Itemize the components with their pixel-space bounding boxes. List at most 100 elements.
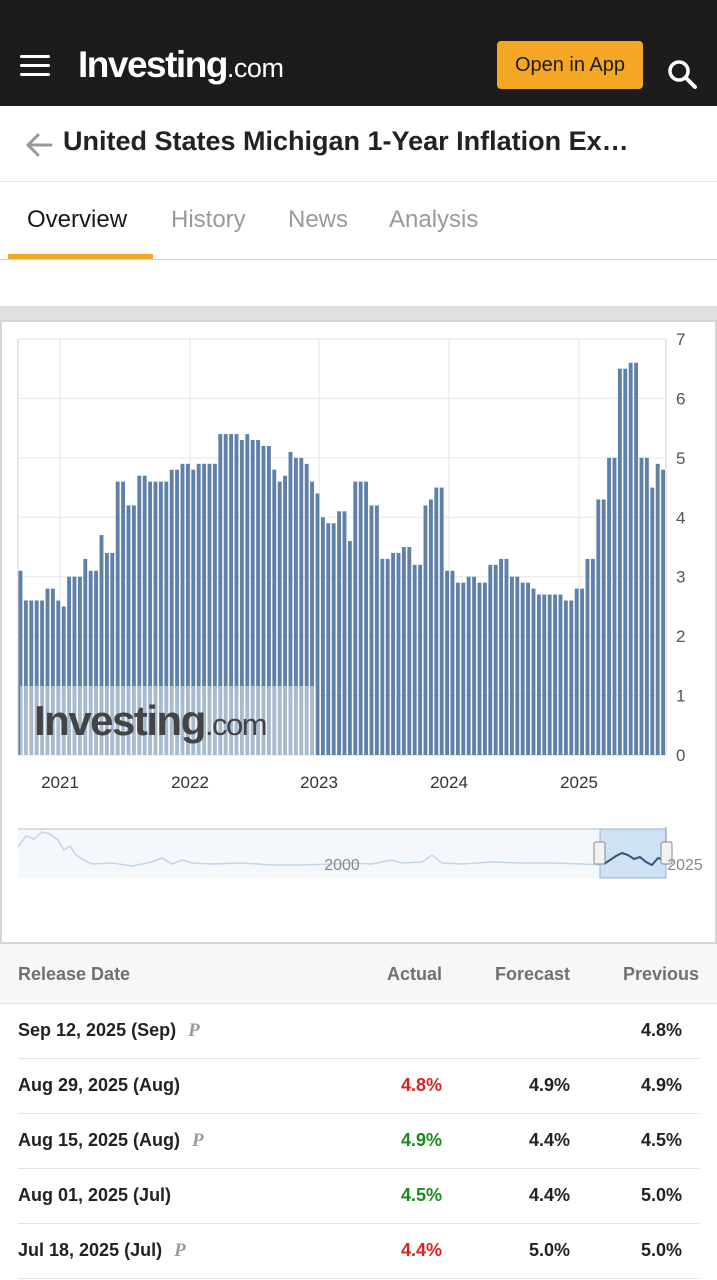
navigator-background[interactable] — [18, 829, 666, 878]
chart-bar[interactable] — [320, 517, 325, 755]
chart-bar[interactable] — [223, 434, 228, 755]
chart-bar[interactable] — [461, 582, 466, 755]
chart-bar[interactable] — [45, 588, 50, 755]
hamburger-menu-icon[interactable] — [20, 55, 50, 77]
chart-bar[interactable] — [499, 558, 504, 755]
chart-bar[interactable] — [29, 600, 34, 755]
chart-bar[interactable] — [585, 558, 590, 755]
table-row[interactable]: Aug 01, 2025 (Jul) 4.5% 4.4% 5.0% — [18, 1169, 699, 1224]
chart-bar[interactable] — [293, 457, 298, 755]
search-icon[interactable] — [666, 58, 698, 90]
table-row[interactable]: Sep 12, 2025 (Sep) P 4.8% — [18, 1004, 699, 1059]
navigator-left-handle[interactable] — [593, 841, 606, 865]
chart-bar[interactable] — [207, 463, 212, 755]
chart-bar[interactable] — [639, 457, 644, 755]
chart-bar[interactable] — [196, 463, 201, 755]
chart-bar[interactable] — [261, 445, 266, 755]
chart-bar[interactable] — [180, 463, 185, 755]
chart-bar[interactable] — [385, 558, 390, 755]
chart-bar[interactable] — [423, 505, 428, 755]
chart-bar[interactable] — [239, 440, 244, 755]
chart-bar[interactable] — [72, 576, 77, 755]
chart-bar[interactable] — [99, 535, 104, 755]
table-row[interactable]: Jul 18, 2025 (Jul) P 4.4% 5.0% 5.0% — [18, 1224, 699, 1279]
chart-bar[interactable] — [515, 576, 520, 755]
chart-bar[interactable] — [185, 463, 190, 755]
chart-bar[interactable] — [315, 493, 320, 755]
chart-bar[interactable] — [612, 457, 617, 755]
chart-bar[interactable] — [83, 558, 88, 755]
tab-overview[interactable]: Overview — [27, 206, 128, 233]
chart-bar[interactable] — [358, 481, 363, 755]
chart-bar[interactable] — [337, 511, 342, 755]
chart-bar[interactable] — [283, 475, 288, 755]
chart-bar[interactable] — [374, 505, 379, 755]
chart-bar[interactable] — [18, 570, 23, 755]
chart-bar[interactable] — [266, 445, 271, 755]
chart-bar[interactable] — [67, 576, 72, 755]
chart-bar[interactable] — [418, 564, 423, 755]
chart-bar[interactable] — [88, 570, 93, 755]
chart-bar[interactable] — [126, 505, 131, 755]
chart-bar[interactable] — [477, 582, 482, 755]
chart-bar[interactable] — [428, 499, 433, 755]
chart-bar[interactable] — [547, 594, 552, 755]
chart-bar[interactable] — [531, 588, 536, 755]
chart-bar[interactable] — [77, 576, 82, 755]
chart-bar[interactable] — [412, 564, 417, 755]
chart-bar[interactable] — [23, 600, 28, 755]
chart-bar[interactable] — [50, 588, 55, 755]
chart-bar[interactable] — [272, 469, 277, 755]
chart-bar[interactable] — [131, 505, 136, 755]
chart-bar[interactable] — [542, 594, 547, 755]
chart-bar[interactable] — [574, 588, 579, 755]
chart-bar[interactable] — [304, 463, 309, 755]
chart-bar[interactable] — [644, 457, 649, 755]
chart-bar[interactable] — [61, 606, 66, 755]
chart-bar[interactable] — [342, 511, 347, 755]
chart-bar[interactable] — [450, 570, 455, 755]
tab-history[interactable]: History — [171, 206, 246, 233]
tab-news[interactable]: News — [288, 206, 349, 233]
chart-bar[interactable] — [580, 588, 585, 755]
chart-bar[interactable] — [434, 487, 439, 755]
chart-bar[interactable] — [347, 541, 352, 755]
chart-bar[interactable] — [396, 552, 401, 755]
chart-bar[interactable] — [493, 564, 498, 755]
chart-bar[interactable] — [104, 552, 109, 755]
chart-bar[interactable] — [229, 434, 234, 755]
chart-bar[interactable] — [40, 600, 45, 755]
chart-bar[interactable] — [504, 558, 509, 755]
chart-bar[interactable] — [401, 547, 406, 755]
chart-bar[interactable] — [245, 434, 250, 755]
chart-bar[interactable] — [164, 481, 169, 755]
back-arrow-icon[interactable] — [24, 130, 54, 160]
chart-bar[interactable] — [596, 499, 601, 755]
chart-bar[interactable] — [628, 362, 633, 755]
chart-bar[interactable] — [34, 600, 39, 755]
chart-bar[interactable] — [526, 582, 531, 755]
chart-bar[interactable] — [536, 594, 541, 755]
chart-bar[interactable] — [191, 469, 196, 755]
chart-bar[interactable] — [623, 368, 628, 755]
chart-bar[interactable] — [218, 434, 223, 755]
chart-bar[interactable] — [250, 440, 255, 755]
chart-bar[interactable] — [590, 558, 595, 755]
table-row[interactable]: Aug 29, 2025 (Aug) 4.8% 4.9% 4.9% — [18, 1059, 699, 1114]
chart-bar[interactable] — [634, 362, 639, 755]
chart-bar[interactable] — [94, 570, 99, 755]
chart-bar[interactable] — [110, 552, 115, 755]
chart-bar[interactable] — [482, 582, 487, 755]
chart-bar[interactable] — [148, 481, 153, 755]
chart-bar[interactable] — [617, 368, 622, 755]
open-in-app-button[interactable]: Open in App — [497, 41, 643, 89]
chart-bar[interactable] — [391, 552, 396, 755]
chart-bar[interactable] — [288, 451, 293, 755]
chart-bar[interactable] — [509, 576, 514, 755]
chart-bar[interactable] — [256, 440, 261, 755]
chart-bar[interactable] — [563, 600, 568, 755]
chart-bar[interactable] — [353, 481, 358, 755]
chart-bar[interactable] — [202, 463, 207, 755]
navigator-selected-range[interactable] — [599, 828, 667, 879]
chart-bar[interactable] — [369, 505, 374, 755]
